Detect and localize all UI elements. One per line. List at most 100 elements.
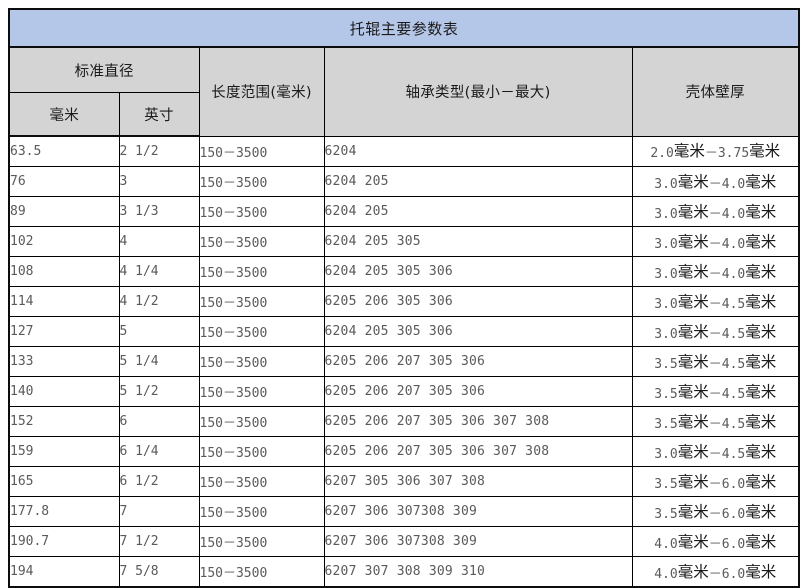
header-row-sub: 毫米 英寸 (8, 92, 799, 137)
cell-mm: 108 (8, 256, 120, 287)
cell-inch: 7 5/8 (118, 556, 200, 588)
cell-length: 150－3500 (198, 526, 325, 557)
table-row: 152 6 150－3500 6205 206 207 305 306 307 308… (8, 406, 800, 437)
cell-length: 150－3500 (198, 496, 325, 527)
cell-length: 150－3500 (198, 135, 325, 167)
cell-inch: 7 1/2 (118, 526, 200, 557)
column-header-diameter-mm: 毫米 (8, 92, 120, 137)
table-row: 165 6 1/2 150－3500 6207 305 306 307 308 3.5毫… (8, 466, 800, 497)
table-row: 76 3 150－3500 6204 205 3.0毫米－4.0毫米 (8, 166, 800, 197)
cell-bearing: 6204 205 (323, 166, 633, 197)
cell-wall-thickness: 3.5毫米－4.5毫米 (631, 376, 800, 407)
cell-wall-thickness: 3.0毫米－4.0毫米 (631, 196, 800, 227)
cell-inch: 3 (118, 166, 200, 197)
cell-wall-thickness: 3.5毫米－6.0毫米 (631, 496, 800, 527)
cell-length: 150－3500 (198, 376, 325, 407)
cell-bearing: 6207 307 308 309 310 (323, 556, 633, 588)
cell-bearing: 6207 305 306 307 308 (323, 466, 633, 497)
cell-length: 150－3500 (198, 286, 325, 317)
cell-wall-thickness: 3.0毫米－4.5毫米 (631, 436, 800, 467)
cell-wall-thickness: 3.0毫米－4.0毫米 (631, 226, 800, 257)
cell-wall-thickness: 4.0毫米－6.0毫米 (631, 526, 800, 557)
cell-mm: 140 (8, 376, 120, 407)
table-body: 托辊主要参数表 标准直径 长度范围(毫米) 轴承类型(最小－最大) 壳体壁厚 毫… (8, 8, 800, 588)
cell-bearing: 6207 306 307308 309 (323, 496, 633, 527)
cell-bearing: 6205 206 207 305 306 307 308 (323, 406, 633, 437)
cell-wall-thickness: 3.0毫米－4.0毫米 (631, 166, 800, 197)
cell-bearing: 6207 306 307308 309 (323, 526, 633, 557)
cell-inch: 5 1/4 (118, 346, 200, 377)
cell-mm: 127 (8, 316, 120, 347)
table-row: 102 4 150－3500 6204 205 305 3.0毫米－4.0毫米 (8, 226, 800, 257)
table-row: 63.5 2 1/2 150－3500 6204 2.0毫米－3.75毫米 (8, 135, 800, 167)
cell-bearing: 6205 206 305 306 (323, 286, 633, 317)
cell-wall-thickness: 3.0毫米－4.5毫米 (631, 316, 800, 347)
cell-length: 150－3500 (198, 346, 325, 377)
cell-inch: 5 (118, 316, 200, 347)
column-header-wall-thickness: 壳体壁厚 (631, 46, 800, 137)
cell-wall-thickness: 4.0毫米－6.0毫米 (631, 556, 800, 588)
cell-mm: 114 (8, 286, 120, 317)
cell-mm: 63.5 (8, 135, 120, 167)
table-row: 194 7 5/8 150－3500 6207 307 308 309 310 4.0毫… (8, 556, 800, 588)
cell-inch: 7 (118, 496, 200, 527)
cell-bearing: 6204 205 305 306 (323, 256, 633, 287)
cell-inch: 6 1/4 (118, 436, 200, 467)
cell-mm: 190.7 (8, 526, 120, 557)
cell-length: 150－3500 (198, 436, 325, 467)
cell-inch: 6 (118, 406, 200, 437)
cell-length: 150－3500 (198, 226, 325, 257)
column-header-diameter-group: 标准直径 (8, 46, 200, 93)
cell-length: 150－3500 (198, 166, 325, 197)
table-row: 190.7 7 1/2 150－3500 6207 306 307308 309 4.0… (8, 526, 800, 557)
page-title: 托辊主要参数表 (8, 8, 800, 48)
cell-bearing: 6204 205 305 306 (323, 316, 633, 347)
cell-length: 150－3500 (198, 406, 325, 437)
cell-mm: 133 (8, 346, 120, 377)
cell-mm: 194 (8, 556, 120, 588)
cell-bearing: 6205 206 207 305 306 307 308 (323, 436, 633, 467)
cell-inch: 3 1/3 (118, 196, 200, 227)
cell-wall-thickness: 3.5毫米－4.5毫米 (631, 346, 800, 377)
column-header-length-range: 长度范围(毫米) (198, 46, 325, 137)
cell-mm: 89 (8, 196, 120, 227)
cell-mm: 102 (8, 226, 120, 257)
cell-length: 150－3500 (198, 556, 325, 588)
cell-wall-thickness: 3.0毫米－4.5毫米 (631, 286, 800, 317)
cell-length: 150－3500 (198, 196, 325, 227)
table-row: 127 5 150－3500 6204 205 305 306 3.0毫米－4.5毫米 (8, 316, 800, 347)
table-row: 89 3 1/3 150－3500 6204 205 3.0毫米－4.0毫米 (8, 196, 800, 227)
cell-length: 150－3500 (198, 466, 325, 497)
table-row: 108 4 1/4 150－3500 6204 205 305 306 3.0毫米－4.… (8, 256, 800, 287)
table-row: 159 6 1/4 150－3500 6205 206 207 305 306 307… (8, 436, 800, 467)
cell-mm: 159 (8, 436, 120, 467)
cell-mm: 165 (8, 466, 120, 497)
cell-mm: 152 (8, 406, 120, 437)
page-root: 托辊主要参数表 标准直径 长度范围(毫米) 轴承类型(最小－最大) 壳体壁厚 毫… (8, 8, 801, 588)
header-row-group: 标准直径 长度范围(毫米) 轴承类型(最小－最大) 壳体壁厚 (8, 46, 800, 137)
cell-wall-thickness: 2.0毫米－3.75毫米 (631, 135, 800, 167)
cell-bearing: 6204 205 (323, 196, 633, 227)
cell-length: 150－3500 (198, 256, 325, 287)
roller-parameter-table: 托辊主要参数表 标准直径 长度范围(毫米) 轴承类型(最小－最大) 壳体壁厚 毫… (8, 8, 801, 588)
table-title-row: 托辊主要参数表 (8, 8, 800, 48)
cell-bearing: 6204 (323, 135, 633, 167)
cell-inch: 2 1/2 (118, 135, 200, 167)
cell-wall-thickness: 3.5毫米－4.5毫米 (631, 406, 800, 437)
table-row: 177.8 7 150－3500 6207 306 307308 309 3.5毫米－6… (8, 496, 800, 527)
cell-inch: 5 1/2 (118, 376, 200, 407)
table-row: 140 5 1/2 150－3500 6205 206 207 305 306 3.5毫… (8, 376, 800, 407)
table-row: 133 5 1/4 150－3500 6205 206 207 305 306 3.5毫… (8, 346, 800, 377)
cell-mm: 76 (8, 166, 120, 197)
column-header-diameter-inch: 英寸 (118, 92, 200, 137)
cell-inch: 6 1/2 (118, 466, 200, 497)
column-header-bearing-type: 轴承类型(最小－最大) (323, 46, 633, 137)
cell-bearing: 6205 206 207 305 306 (323, 346, 633, 377)
cell-inch: 4 1/2 (118, 286, 200, 317)
cell-wall-thickness: 3.5毫米－6.0毫米 (631, 466, 800, 497)
cell-inch: 4 1/4 (118, 256, 200, 287)
cell-bearing: 6205 206 207 305 306 (323, 376, 633, 407)
table-row: 114 4 1/2 150－3500 6205 206 305 306 3.0毫米－4.… (8, 286, 800, 317)
cell-length: 150－3500 (198, 316, 325, 347)
cell-mm: 177.8 (8, 496, 120, 527)
